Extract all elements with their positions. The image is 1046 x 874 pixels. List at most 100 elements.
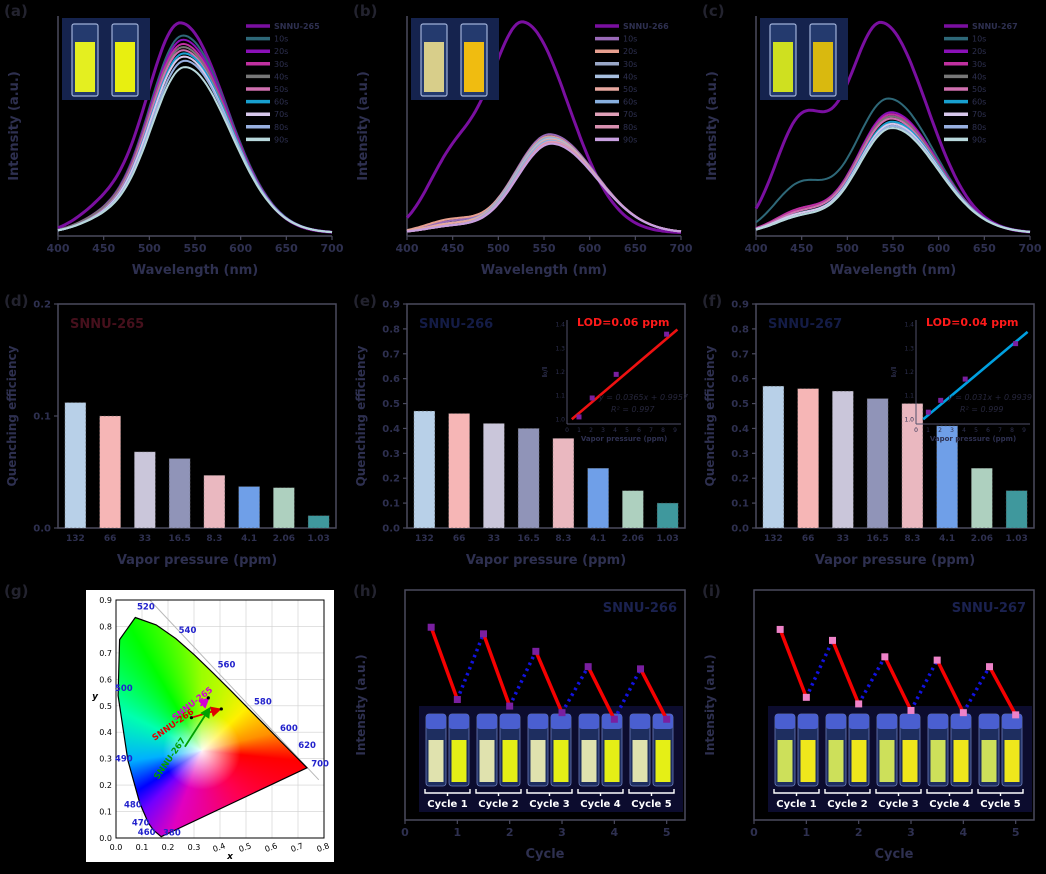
legend-label: 30s <box>274 60 288 69</box>
vial-cap <box>849 714 869 729</box>
bar-66-ppm <box>797 388 819 529</box>
x-tick-label: 500 <box>487 242 510 255</box>
inset-x-tick: 0 <box>914 427 918 434</box>
quench-segment <box>935 659 965 714</box>
inset-x-tick: 4 <box>613 427 617 434</box>
panel-a-emission-spectra: (a) 400 450 500 550 600 650 700 Wavelength (nm) I… <box>0 0 349 290</box>
y-axis-title: Intensity (a.u.) <box>703 654 717 755</box>
quench-segment <box>987 665 1018 716</box>
legend-label: 90s <box>623 135 637 144</box>
inset-x-tick: 8 <box>661 427 665 434</box>
cie-overlay-layer: 0.0 0.1 0.2 0.3 0.4 0.5 0.6 0.7 0.8 0.0 0.1 0.2 0.3 0… <box>92 596 331 862</box>
legend-label: 50s <box>623 85 637 94</box>
panel-e-quenching-bars: (e) 0.0 0.1 0.2 0.3 0.4 0.5 0.6 0.7 0.8 0.9 132 66 33… <box>349 290 698 580</box>
x-tick-label: 4 <box>611 826 619 839</box>
plot-frame <box>755 303 1035 529</box>
legend-label: 90s <box>274 135 288 144</box>
bar-33-ppm <box>832 390 854 529</box>
y-tick-label: 0.6 <box>99 675 112 684</box>
bar-2.06-ppm <box>971 468 993 529</box>
vial-liquid <box>530 740 546 782</box>
inset-y-tick: 1.1 <box>555 393 565 400</box>
legend-label: SNNU-266 <box>623 22 669 31</box>
y-axis-title: Intensity (a.u.) <box>7 71 22 181</box>
x-tick-label: 700 <box>670 242 693 255</box>
panel-f-quenching-bars: (f) 0.0 0.1 0.2 0.3 0.4 0.5 0.6 0.7 0.8 0.9 132 66 33… <box>698 290 1046 580</box>
data-point <box>1013 341 1019 347</box>
cycle-data-point <box>907 706 915 714</box>
cycle-data-point <box>558 709 566 717</box>
plot-frame <box>115 599 325 839</box>
x-tick-label: 450 <box>92 242 115 255</box>
x-tick-label: 66 <box>802 534 815 544</box>
x-tick-label: 2.06 <box>622 534 644 544</box>
cycle-bracket <box>926 789 973 796</box>
vial-cap <box>798 714 818 729</box>
y-tick-label: 0.3 <box>99 755 112 764</box>
inset-x-tick: 5 <box>625 427 629 434</box>
spectrum-curve-SNNU-266 <box>405 20 682 234</box>
x-tick-label: 1 <box>803 826 811 839</box>
vial-liquid <box>828 740 844 782</box>
vial-liquid <box>428 740 444 782</box>
cycle-bracket <box>977 789 1024 796</box>
vial-cap <box>449 714 469 729</box>
vial-cap <box>775 714 795 729</box>
legend-label: 40s <box>274 72 288 81</box>
legend-label: 20s <box>623 47 637 56</box>
x-tick-label: 132 <box>764 534 783 544</box>
panel-title: SNNU-267 <box>952 601 1026 616</box>
vial-liquid <box>581 740 597 782</box>
x-axis-title: Wavelength (nm) <box>132 263 258 278</box>
spectral-locus <box>117 616 309 838</box>
fit-equation: y = 0.0365x + 0.9957 <box>598 393 689 402</box>
vial-liquid <box>851 740 867 782</box>
x-tick-label: 550 <box>882 242 905 255</box>
legend-label: 80s <box>972 123 986 132</box>
vial-cap <box>579 714 599 729</box>
panel-i-recyclability: (i) 0 1 2 3 4 5 Cycle Intensity (a.u.) SNNU-267 Cy… <box>698 580 1046 870</box>
data-point <box>938 397 944 403</box>
panel-c-emission-spectra: (c) 400 450 500 550 600 650 700 Wavelength (nm) I… <box>698 0 1046 290</box>
cycle-bracket <box>577 789 624 796</box>
y-tick-label: 0.2 <box>33 300 51 311</box>
lod-label: LOD=0.06 ppm <box>577 316 670 329</box>
x-tick-label: 2 <box>506 826 514 839</box>
x-tick-label: 2 <box>855 826 863 839</box>
y-tick-label: 0.9 <box>99 596 112 605</box>
x-tick-label: 650 <box>275 242 298 255</box>
vial-cap <box>528 714 548 729</box>
bar-4.1-ppm <box>238 486 260 529</box>
bar-132-ppm <box>762 385 785 529</box>
bar-33-ppm <box>483 423 505 529</box>
vial-liquid <box>479 740 495 782</box>
cycle-data-point <box>532 647 540 655</box>
x-tick-label: 400 <box>47 242 70 255</box>
x-tick-label: 0.0 <box>110 843 123 852</box>
wavelength-label-500: 500 <box>115 684 133 694</box>
vial-cap <box>951 714 971 729</box>
bar-33-ppm <box>134 451 156 529</box>
y-tick-label: 0.5 <box>382 399 400 410</box>
panel-h-recyclability: (h) 0 1 2 3 4 5 Cycle Intensity (a.u.) SNNU-266 Cy… <box>349 580 698 870</box>
vial-liquid <box>981 740 997 782</box>
recovery-segment <box>961 665 992 714</box>
cuvette-liquid <box>464 42 484 92</box>
panel-title: SNNU-265 <box>70 317 144 332</box>
bar-66-ppm <box>99 415 121 529</box>
x-tick-label: 650 <box>624 242 647 255</box>
spectrum-curve-60s <box>406 139 682 233</box>
cycle-data-point <box>829 636 837 644</box>
cycle-data-point <box>959 709 967 717</box>
inset-x-tick: 0 <box>565 427 569 434</box>
inset-y-tick: 1.4 <box>555 322 565 329</box>
legend-label: SNNU-265 <box>274 22 320 31</box>
y-axis-title: Intensity (a.u.) <box>354 654 368 755</box>
spectrum-curve-50s <box>406 138 682 233</box>
y-tick-label: 0.0 <box>382 524 400 535</box>
x-tick-label: 450 <box>441 242 464 255</box>
sample-point <box>219 707 223 711</box>
cycle-bracket <box>824 789 871 796</box>
panel-d-quenching-bars: (d) 0.0 0.1 0.2 132 66 33 16.5 8.3 4.1 2.06 1.03 Vap… <box>0 290 349 580</box>
